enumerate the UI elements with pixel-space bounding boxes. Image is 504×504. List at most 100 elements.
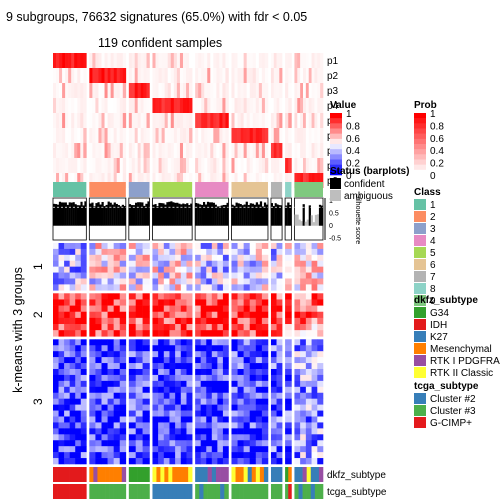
prob-cell (74, 143, 78, 158)
prob-cell (297, 98, 301, 113)
heatmap-cell (249, 410, 257, 417)
heatmap-cell (243, 452, 251, 459)
dkfz-legend-swatch (414, 319, 426, 330)
prob-cell (320, 143, 324, 158)
heatmap-cell (101, 248, 108, 256)
prob-cell (164, 173, 169, 188)
value-legend-swatch (330, 159, 342, 165)
heatmap-cell (101, 368, 108, 376)
heatmap-cell (58, 345, 65, 352)
silhouette-bar (64, 202, 67, 226)
prob-cell (68, 173, 72, 188)
heatmap-cell (255, 266, 263, 273)
prob-cell (158, 143, 162, 158)
tcga-subtype-cell (247, 484, 253, 499)
prob-cell (273, 98, 277, 113)
prob-cell (62, 98, 66, 113)
prob-cell (314, 83, 318, 98)
heatmap-cell (294, 416, 301, 423)
heatmap-cell (80, 260, 87, 267)
heatmap-cell (317, 345, 324, 352)
heatmap-cell (175, 305, 182, 313)
dkfz-subtype-cell (113, 467, 119, 482)
heatmap-cell (195, 324, 201, 331)
heatmap-cell (158, 374, 165, 382)
heatmap-cell (317, 339, 324, 346)
prob-cell (131, 113, 136, 128)
value-legend-tick: 0.4 (346, 146, 360, 157)
heatmap-cell (217, 422, 224, 429)
heatmap-cell (217, 357, 224, 364)
heatmap-cell (169, 324, 176, 331)
heatmap-cell (101, 357, 108, 364)
heatmap-cell (294, 243, 301, 250)
heatmap-cell (75, 317, 82, 325)
heatmap-cell (311, 446, 318, 453)
prob-cell (276, 143, 280, 158)
heatmap-cell (300, 452, 307, 459)
heatmap-cell (200, 357, 207, 364)
heatmap-cell (255, 446, 263, 453)
heatmap-cell (180, 410, 187, 417)
heatmap-cell (95, 452, 102, 459)
heatmap-cell (305, 368, 312, 376)
prob-cell (285, 128, 289, 143)
heatmap-cell (75, 458, 82, 465)
heatmap-cell (107, 293, 114, 300)
dkfz-legend-label: Mesenchymal (430, 344, 492, 355)
tcga-subtype-cell (318, 484, 324, 499)
dkfz-subtype-cell (109, 467, 114, 482)
prob-cell (143, 158, 147, 173)
heatmap-cell (311, 339, 318, 346)
heatmap-cell (211, 293, 218, 300)
prob-cell (252, 98, 257, 113)
heatmap-cell (95, 339, 102, 346)
prob-cell (225, 68, 229, 83)
prob-cell (119, 53, 124, 68)
heatmap-cell (270, 386, 277, 394)
heatmap-cell (294, 363, 301, 370)
heatmap-cell (152, 392, 159, 399)
heatmap-cell (135, 363, 143, 370)
heatmap-cell (64, 380, 70, 388)
prob-cell (152, 128, 156, 143)
heatmap-cell (135, 351, 143, 358)
heatmap-cell (285, 398, 292, 405)
heatmap-cell (64, 266, 70, 273)
prob-cell (270, 83, 275, 98)
heatmap-cell (64, 248, 70, 256)
heatmap-cell (231, 374, 238, 382)
value-legend-tick: 0.8 (346, 121, 360, 132)
prob-cell (122, 173, 127, 188)
prob-cell (161, 83, 165, 98)
heatmap-cell (305, 317, 312, 325)
heatmap-cell (101, 392, 108, 399)
heatmap-cell (113, 254, 121, 262)
heatmap-cell (270, 363, 277, 370)
prob-cell (128, 143, 133, 158)
prob-cell (270, 113, 275, 128)
heatmap-cell (195, 368, 201, 376)
heatmap-cell (222, 452, 229, 459)
heatmap-cell (89, 410, 96, 417)
heatmap-cell (300, 339, 307, 346)
dkfz-legend-label: K27 (430, 332, 448, 343)
prob-cell (77, 53, 81, 68)
prob-cell (71, 113, 75, 128)
heatmap-cell (317, 299, 324, 306)
heatmap-cell (261, 380, 269, 388)
heatmap-cell (58, 299, 65, 306)
heatmap-cell (261, 357, 269, 364)
heatmap-cell (175, 243, 182, 250)
heatmap-cell (80, 374, 87, 382)
heatmap-cell (158, 260, 165, 267)
prob-legend-tick: 1 (430, 109, 436, 120)
prob-cell (65, 128, 69, 143)
heatmap-cell (300, 299, 307, 306)
heatmap-cell (80, 351, 87, 358)
heatmap-cell (261, 324, 269, 331)
prob-cell (155, 173, 159, 188)
heatmap-cell (169, 317, 176, 325)
heatmap-cell (231, 243, 238, 250)
prob-cell (213, 173, 217, 188)
